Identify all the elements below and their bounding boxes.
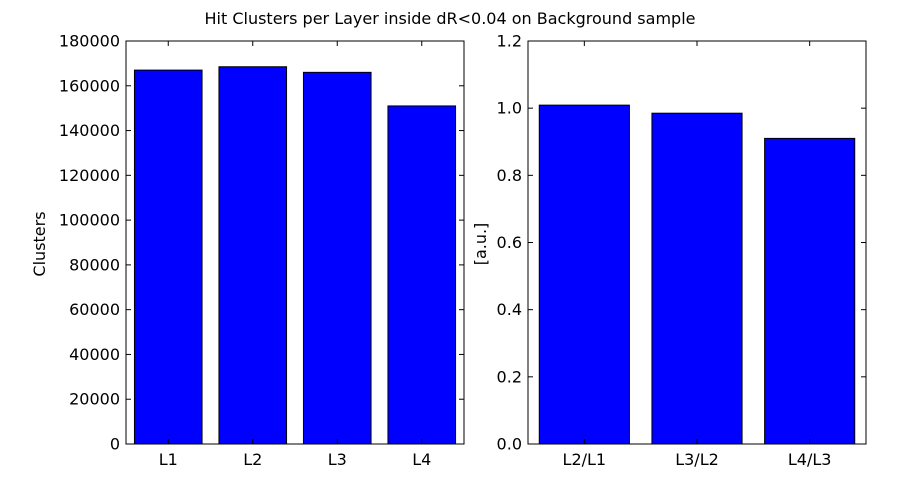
clusters-ytick-label: 80000 [69,255,120,274]
clusters-ytick-label: 180000 [59,32,120,51]
clusters-y-axis-label: Clusters [30,211,49,276]
ratio-ytick-label: 0.6 [497,233,522,252]
clusters-xtick-label: L1 [159,450,178,469]
ratio-xtick-label: L3/L2 [675,450,719,469]
ratio-ytick-label: 0.0 [497,435,522,454]
clusters-bar-l2 [218,66,288,445]
clusters-xtick-label: L4 [412,450,431,469]
clusters-per-layer-chart: Clusters 0 20000 40000 60000 80000 100000 1200… [30,32,465,469]
ratio-ytick-label: 1.2 [497,32,522,51]
clusters-ytick-label: 160000 [59,76,120,95]
clusters-xtick-label: L2 [243,450,262,469]
ratio-y-axis-label: [a.u.] [471,223,490,266]
clusters-axes-frame [125,40,465,445]
ratio-ytick-label: 0.4 [497,300,522,319]
clusters-ytick-label: 120000 [59,166,120,185]
ratio-ytick-label: 0.8 [497,166,522,185]
clusters-xtick-label: L3 [328,450,347,469]
ratio-bar-l4-l3 [764,137,856,445]
layer-ratio-chart: [a.u.] 0.0 0.2 0.4 0.6 0.8 1.0 1.2 L2/L1 L3/L2 L4… [471,32,867,469]
ratio-ytick-label: 1.0 [497,99,522,118]
clusters-bar-l3 [302,71,372,445]
clusters-ytick-label: 0 [110,435,120,454]
clusters-ytick-label: 20000 [69,390,120,409]
figure-title: Hit Clusters per Layer inside dR<0.04 on… [205,9,696,28]
ratio-xtick-label: L4/L3 [788,450,832,469]
clusters-ytick-label: 140000 [59,121,120,140]
clusters-ytick-label: 60000 [69,300,120,319]
ratio-ytick-label: 0.2 [497,367,522,386]
ratio-xtick-label: L2/L1 [563,450,607,469]
clusters-bar-l1 [133,69,203,445]
ratio-bar-l2-l1 [538,104,630,445]
clusters-bar-l4 [387,105,457,445]
clusters-ytick-label: 40000 [69,345,120,364]
clusters-ytick-label: 100000 [59,211,120,230]
ratio-bar-l3-l2 [651,112,743,445]
